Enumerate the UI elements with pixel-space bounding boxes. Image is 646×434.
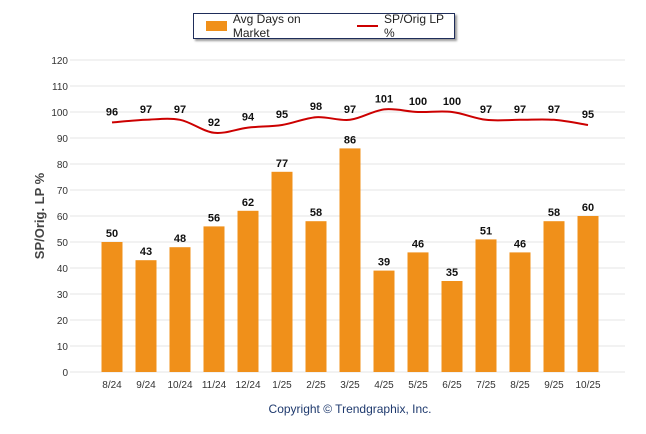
y-tick-label: 0 bbox=[62, 368, 68, 379]
legend-bar-swatch bbox=[206, 21, 227, 31]
bar-data-label: 46 bbox=[514, 238, 526, 250]
y-axis-title: SP/Orig. LP % bbox=[32, 172, 47, 259]
bar bbox=[509, 252, 531, 372]
bar bbox=[407, 252, 429, 372]
bar-data-label: 77 bbox=[276, 158, 288, 170]
y-tick-label: 50 bbox=[57, 238, 69, 249]
bar-data-label: 62 bbox=[242, 197, 254, 209]
line-data-label: 100 bbox=[409, 96, 427, 108]
copyright: Copyright © Trendgraphix, Inc. bbox=[268, 402, 432, 416]
y-tick-label: 100 bbox=[51, 108, 68, 119]
x-tick-label: 9/25 bbox=[544, 380, 564, 391]
bar-data-label: 35 bbox=[446, 267, 458, 279]
bar bbox=[169, 247, 191, 372]
bar bbox=[305, 221, 327, 372]
x-tick-label: 3/25 bbox=[340, 380, 360, 391]
line-data-label: 92 bbox=[208, 117, 220, 129]
bar-data-label: 39 bbox=[378, 257, 390, 269]
line-data-label: 95 bbox=[276, 109, 288, 121]
y-tick-label: 120 bbox=[51, 56, 68, 67]
x-tick-label: 4/25 bbox=[374, 380, 394, 391]
line-data-label: 98 bbox=[310, 101, 322, 113]
bar bbox=[441, 281, 463, 372]
bar-data-label: 43 bbox=[140, 246, 152, 258]
line-data-label: 97 bbox=[548, 104, 560, 116]
line-data-label: 94 bbox=[242, 112, 255, 124]
x-tick-label: 8/24 bbox=[102, 380, 122, 391]
bar-data-label: 48 bbox=[174, 233, 186, 245]
line-data-label: 96 bbox=[106, 106, 118, 118]
x-tick-label: 1/25 bbox=[272, 380, 292, 391]
x-tick-label: 12/24 bbox=[235, 380, 260, 391]
y-tick-label: 30 bbox=[57, 290, 69, 301]
line-data-label: 95 bbox=[582, 109, 594, 121]
y-tick-label: 90 bbox=[57, 134, 69, 145]
line-data-label: 97 bbox=[514, 104, 526, 116]
legend-line-label: SP/Orig LP % bbox=[383, 12, 444, 40]
y-tick-label: 110 bbox=[52, 82, 68, 93]
x-tick-label: 9/24 bbox=[136, 380, 156, 391]
bar bbox=[101, 242, 123, 372]
bar-data-label: 60 bbox=[582, 202, 594, 214]
line-data-label: 101 bbox=[375, 93, 393, 105]
y-tick-label: 70 bbox=[57, 186, 69, 197]
legend-bar-label: Avg Days on Market bbox=[232, 12, 301, 40]
x-tick-label: 5/25 bbox=[408, 380, 428, 391]
bar bbox=[237, 210, 259, 372]
x-tick-label: 11/24 bbox=[202, 380, 227, 391]
bar bbox=[271, 171, 293, 372]
x-tick-label: 2/25 bbox=[306, 380, 326, 391]
x-tick-label: 10/24 bbox=[167, 380, 192, 391]
bar bbox=[203, 226, 225, 372]
bar bbox=[135, 260, 157, 372]
bar-data-label: 86 bbox=[344, 134, 356, 146]
bar-data-label: 56 bbox=[208, 212, 220, 224]
line-series bbox=[111, 108, 589, 135]
bar bbox=[577, 216, 599, 372]
y-tick-label: 10 bbox=[57, 342, 69, 353]
x-tick-label: 8/25 bbox=[510, 380, 530, 391]
y-tick-label: 60 bbox=[57, 212, 69, 223]
bar-data-label: 58 bbox=[310, 207, 322, 219]
line-data-label: 100 bbox=[443, 96, 461, 108]
line-data-label: 97 bbox=[140, 104, 152, 116]
bar bbox=[475, 239, 497, 372]
bar-data-label: 46 bbox=[412, 238, 424, 250]
y-tick-label: 80 bbox=[57, 160, 69, 171]
legend: Avg Days on Market SP/Orig LP % bbox=[193, 12, 455, 40]
x-tick-label: 10/25 bbox=[575, 380, 600, 391]
bar-data-label: 50 bbox=[106, 228, 118, 240]
x-tick-label: 6/25 bbox=[442, 380, 462, 391]
y-tick-label: 20 bbox=[57, 316, 69, 327]
bar-data-label: 51 bbox=[480, 225, 492, 237]
legend-line-swatch bbox=[357, 25, 378, 27]
line-data-label: 97 bbox=[480, 104, 492, 116]
line-data-label: 97 bbox=[174, 104, 186, 116]
bar-data-label: 58 bbox=[548, 207, 560, 219]
y-tick-label: 40 bbox=[57, 264, 69, 275]
x-tick-label: 7/25 bbox=[476, 380, 496, 391]
bar bbox=[373, 270, 395, 372]
bar bbox=[339, 148, 361, 372]
line-data-label: 97 bbox=[344, 104, 356, 116]
bar bbox=[543, 221, 565, 372]
